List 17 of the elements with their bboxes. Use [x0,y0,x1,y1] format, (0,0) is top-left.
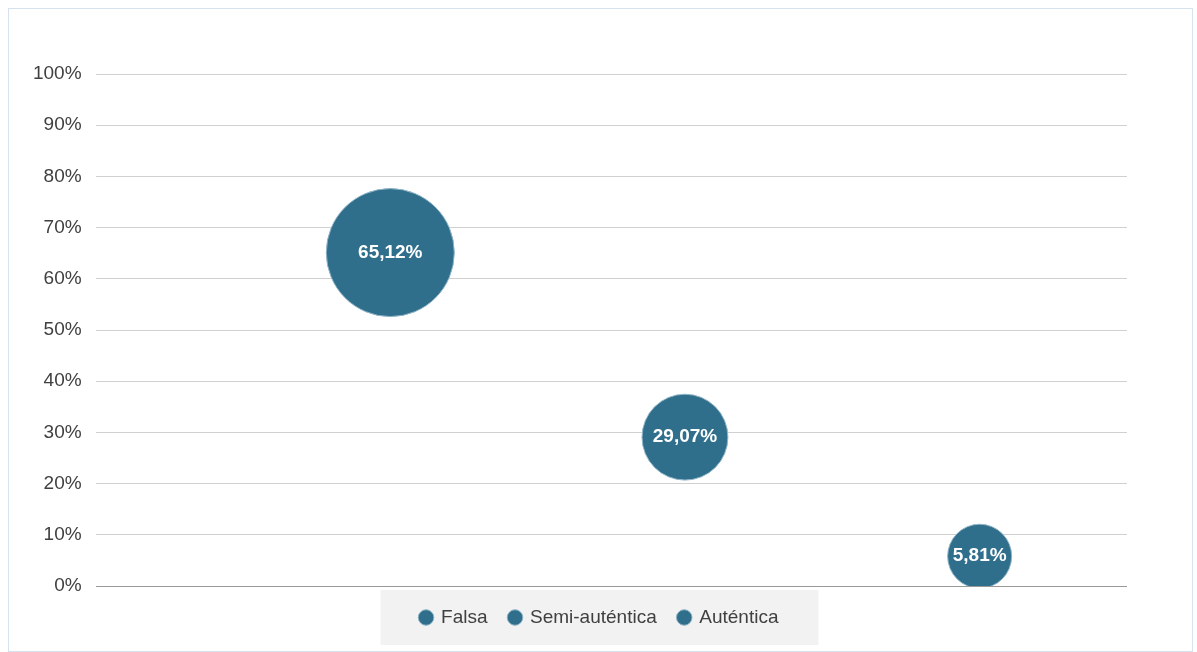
y-tick-label: 20% [43,471,82,493]
legend-label: Auténtica [699,605,779,627]
y-tick-label: 80% [43,164,82,186]
legend-label: Semi-auténtica [530,605,658,627]
y-tick-label: 50% [43,318,82,340]
y-tick-label: 30% [43,420,82,442]
legend-label: Falsa [441,605,488,627]
y-tick-label: 70% [43,215,82,237]
y-tick-label: 0% [54,574,82,596]
y-tick-label: 60% [43,267,82,289]
y-tick-label: 90% [43,113,82,135]
data-label: 5,81% [952,544,1007,566]
data-label: 29,07% [652,425,718,447]
y-tick-label: 10% [43,523,82,545]
y-tick-label: 100% [32,62,82,84]
data-label: 65,12% [358,240,423,262]
y-tick-label: 40% [43,369,82,391]
